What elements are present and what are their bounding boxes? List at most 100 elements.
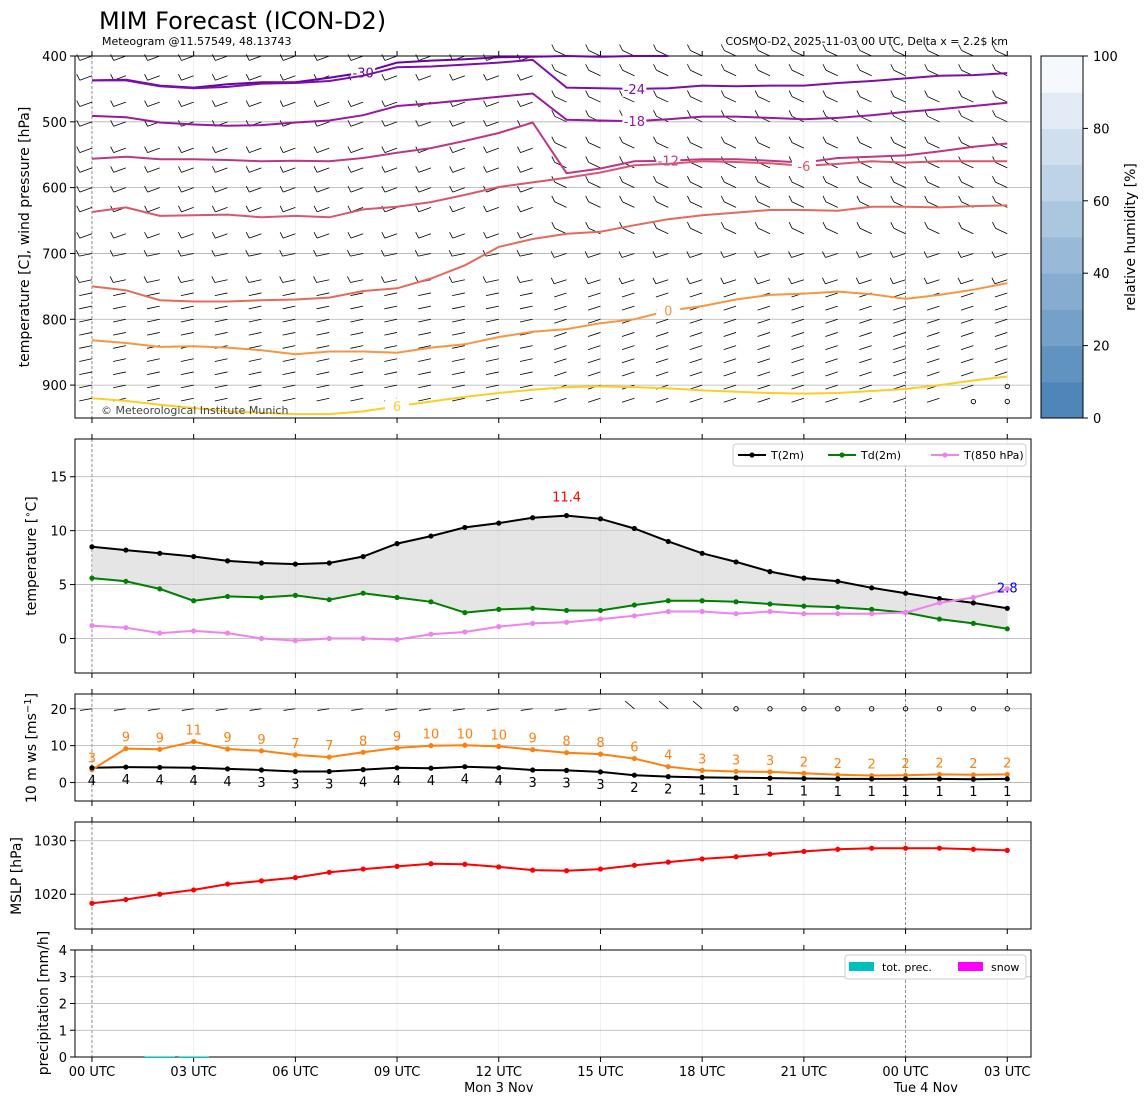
mslp-point [869, 845, 875, 851]
wind-barb [483, 205, 487, 213]
x-tick-label: 15 UTC [577, 1065, 623, 1080]
wind-barb [825, 50, 838, 57]
wind-barb [350, 253, 364, 257]
wind-speed-min-point [191, 765, 197, 771]
wind-barb [788, 222, 793, 229]
wind-speed-label: 7 [325, 739, 333, 754]
wind-barb [381, 54, 386, 61]
wind-barb [720, 195, 725, 203]
wind-barb [215, 167, 228, 173]
wind-barb [486, 167, 499, 173]
wind-barb [452, 384, 465, 389]
t850-point [1004, 586, 1010, 592]
colorbar-frame [1040, 55, 1084, 419]
wind-speed-label: 3 [88, 752, 96, 767]
mslp-point [767, 851, 773, 857]
wind-barb [381, 205, 386, 213]
wind-barb [485, 397, 499, 402]
wind-speed-point [394, 745, 400, 751]
wind-barb [316, 318, 330, 323]
wind-speed-min-label: 3 [596, 778, 604, 793]
wind-barb [249, 147, 262, 153]
wind-barb [113, 371, 126, 376]
mslp-point [699, 856, 705, 862]
wind-barb [656, 201, 669, 208]
wind-speed-point [597, 751, 604, 757]
wind-barb [79, 121, 93, 127]
wind-barb [452, 147, 465, 153]
wind-barb [653, 90, 657, 97]
legend-box [844, 954, 1027, 980]
wind-speed-point [157, 746, 163, 752]
wind-barb [316, 292, 330, 297]
wind-barb [859, 162, 872, 169]
wind-barb [720, 251, 725, 258]
wind-barb [720, 136, 725, 143]
wind-barb [415, 120, 420, 127]
wind-barb [653, 44, 657, 51]
legend-box [732, 443, 1027, 467]
wind-barb [960, 358, 974, 364]
wind-barb [113, 305, 126, 310]
td2m-point [1004, 626, 1010, 632]
wind-barb [520, 101, 533, 107]
wind-barb [347, 205, 352, 213]
t2m-point [89, 544, 95, 550]
wind-barb [517, 100, 521, 107]
wind-barb [211, 100, 216, 107]
wind-barb [754, 136, 759, 143]
wind-barb [791, 50, 805, 57]
x-tick-label: 09 UTC [374, 1065, 420, 1080]
td2m-point [462, 610, 468, 616]
wind-barb [76, 120, 81, 127]
wind-barb [588, 708, 601, 711]
wind-barb [350, 358, 364, 362]
wind-barb [859, 371, 872, 377]
wind-barb [248, 253, 262, 257]
t2m-point [801, 575, 807, 581]
wind-barb [551, 136, 556, 143]
wind-barb [214, 318, 228, 323]
wind-speed-label: 3 [766, 754, 774, 769]
wind-barb [245, 185, 250, 193]
wind-barb [113, 708, 126, 711]
wind-barb [927, 227, 940, 235]
wind-barb [822, 251, 826, 258]
wind-barb [655, 332, 669, 337]
wind-barb [483, 146, 487, 153]
wind-barb [622, 227, 635, 235]
wind-barb [79, 397, 93, 402]
wind-barb [384, 318, 398, 323]
t850-point [224, 630, 231, 636]
wind-barb [621, 292, 635, 298]
wind-speed-min-point [292, 768, 298, 775]
wind-barb [587, 332, 601, 337]
wind-barb [621, 253, 635, 258]
wind-barb [690, 181, 703, 188]
wind-barb [178, 100, 182, 107]
wind-barb [961, 50, 974, 57]
wind-barb [889, 251, 894, 258]
wind-barb [214, 384, 228, 389]
wind-barb [384, 371, 398, 376]
wind-barb [282, 345, 296, 349]
legend-swatch [958, 962, 983, 971]
wind-barb [655, 318, 669, 324]
wind-barb [415, 54, 420, 61]
wind-barb [384, 147, 398, 153]
wind-barb [924, 175, 929, 183]
wind-barb [248, 384, 262, 389]
wind-barb [655, 345, 669, 350]
wind-barb [245, 276, 250, 283]
wind-barb [754, 64, 759, 71]
wind-barb [215, 207, 228, 213]
wind-barb [147, 101, 160, 107]
chart-subtitle-left: Meteogram @11.57549, 48.13743 [102, 35, 292, 48]
colorbar-band [1041, 345, 1083, 383]
wind-barb [791, 318, 804, 324]
wind-barb [754, 277, 758, 284]
mslp-point [123, 896, 129, 903]
td2m-point [496, 606, 502, 612]
wind-barb [313, 54, 318, 61]
wind-barb [856, 136, 861, 143]
